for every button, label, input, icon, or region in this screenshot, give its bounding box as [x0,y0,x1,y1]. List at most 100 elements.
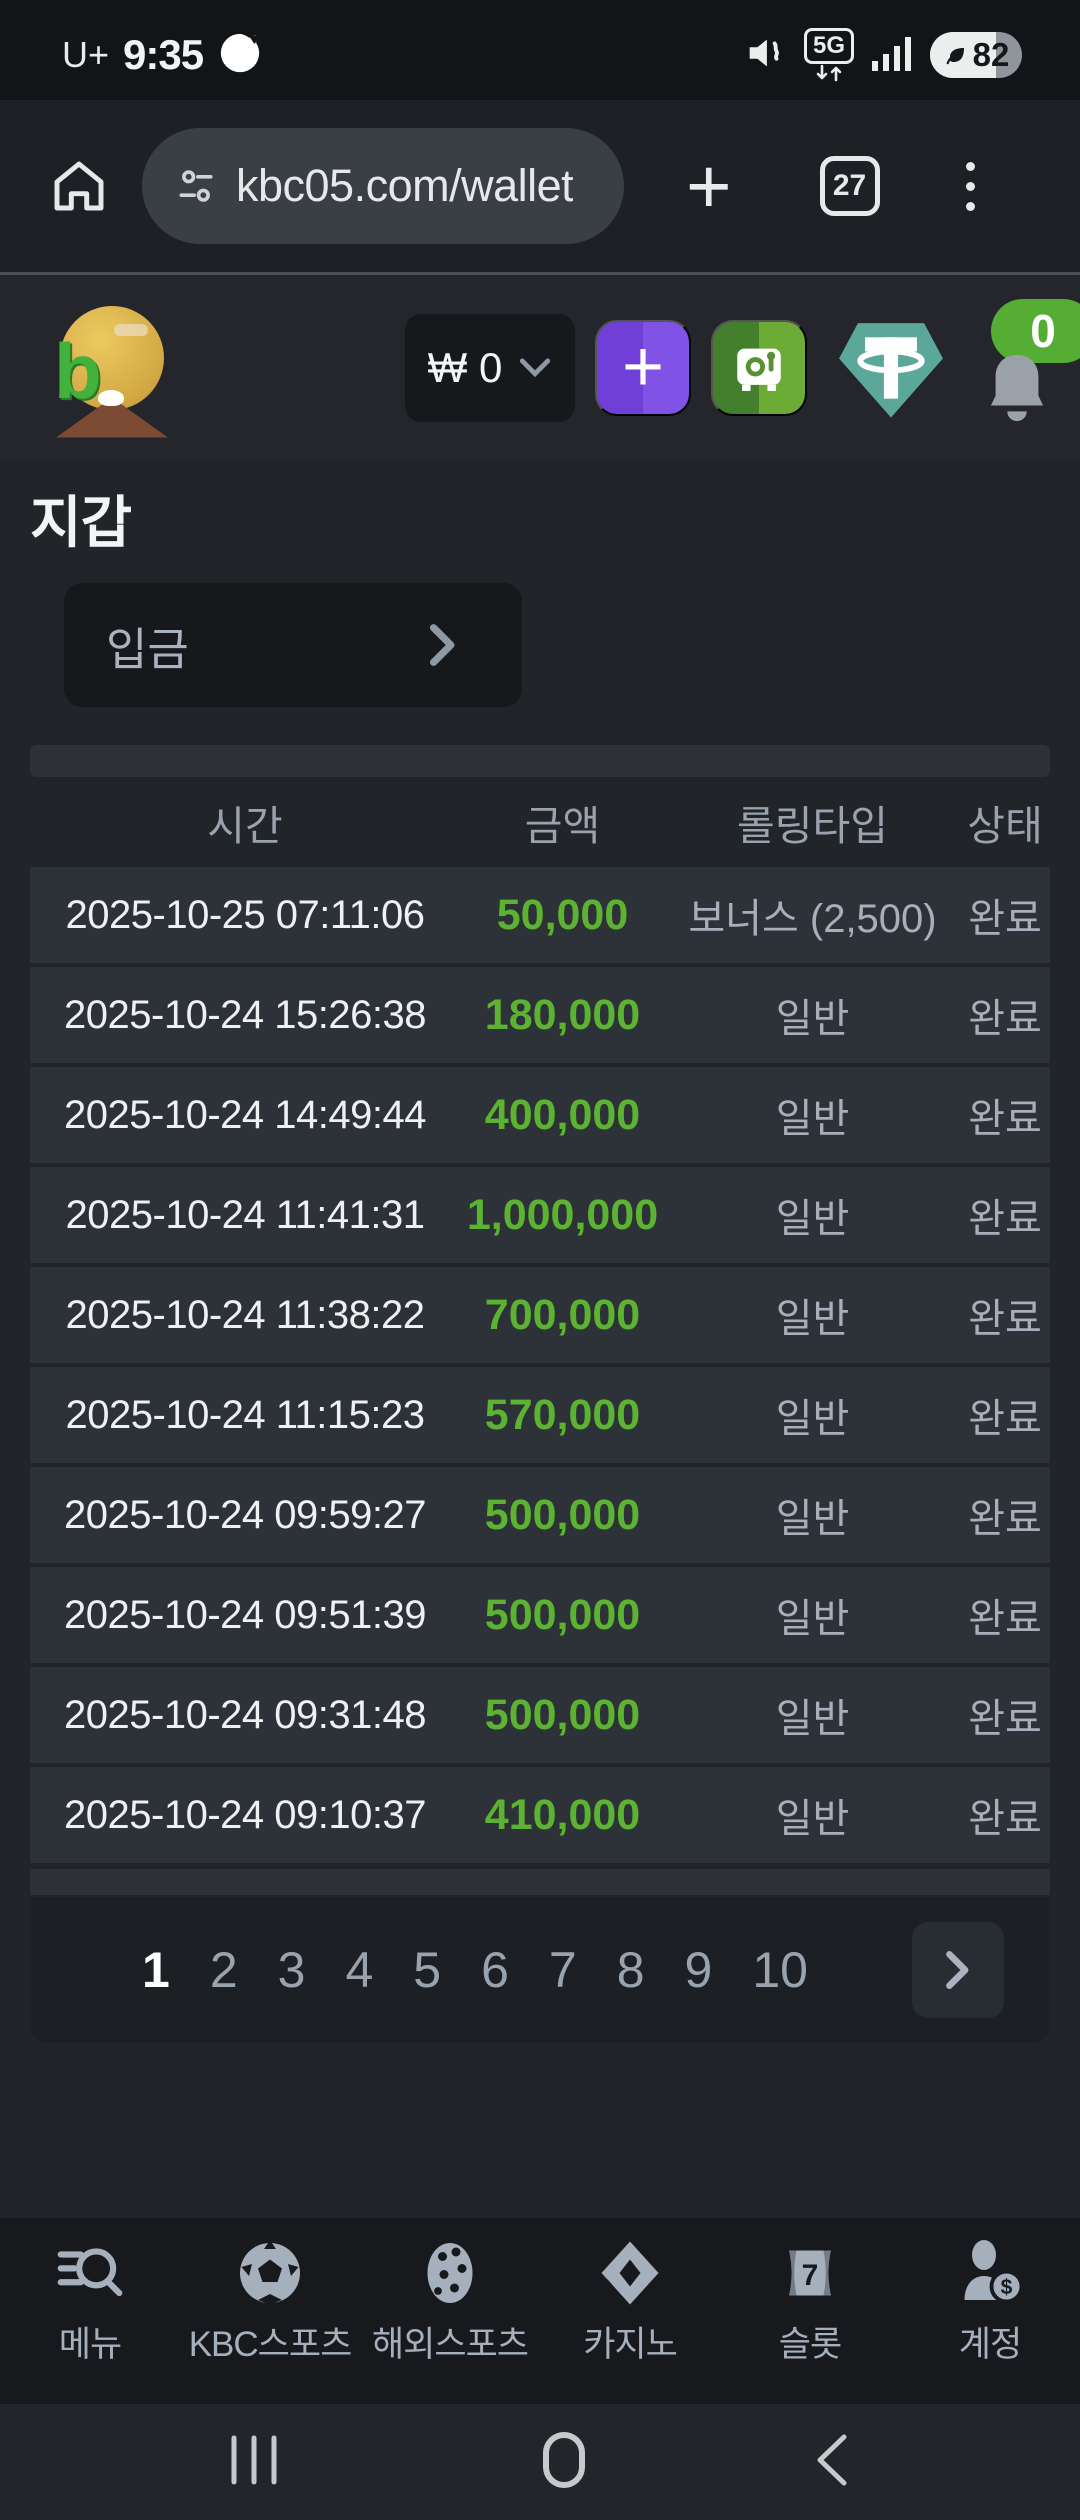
table-row: 2025-10-24 09:51:39 500,000 일반 완료 [30,1567,1050,1663]
page-number-10[interactable]: 10 [752,1942,808,1998]
horizontal-scrollbar[interactable] [30,745,1050,777]
cell-type: 일반 [775,1597,850,1641]
table-footer-strip [30,1869,1050,1895]
cell-status: 완료 [968,1597,1042,1641]
col-header-amount: 금액 [524,803,601,849]
pagination-pages: 1 2 3 4 5 6 7 8 9 10 [142,1941,808,1999]
rabbit-graphic [98,389,124,406]
carrier-label: U+ [62,34,110,75]
cell-time: 2025-10-24 14:49:44 [64,1092,426,1137]
cell-status: 완료 [968,1197,1042,1241]
browser-menu-button[interactable] [965,161,975,211]
cell-amount: 500,000 [484,1590,641,1639]
home-button[interactable] [44,153,114,219]
bell-icon [990,354,1044,421]
table-row: 2025-10-24 15:26:38 180,000 일반 완료 [30,967,1050,1063]
notifications-button[interactable]: 0 [963,293,1080,443]
safe-icon [737,348,781,391]
cell-status: 완료 [968,1297,1042,1341]
cell-amount: 700,000 [484,1290,641,1339]
table-row: 2025-10-24 09:10:37 410,000 일반 완료 [30,1767,1050,1863]
chevron-down-icon [520,358,551,377]
table-header-row: 시간 금액 롤링타입 상태 [30,777,1050,867]
balance-amount: ₩ 0 [427,343,503,391]
site-settings-icon[interactable] [174,164,218,208]
wallet-page: 지갑 입금 시간 금액 롤링타입 상태 2025-10-25 07:11:06 5… [0,460,1080,2043]
page-number-2[interactable]: 2 [209,1942,238,1998]
nav-label: KBC스포츠 [188,2325,353,2364]
recents-button[interactable] [228,2432,280,2493]
nav-label: 메뉴 [58,2325,122,2364]
network-5g-icon: 5G [803,28,854,82]
new-tab-button[interactable]: + [686,142,732,230]
cell-time: 2025-10-24 09:51:39 [64,1592,426,1637]
site-logo[interactable]: b [52,298,172,438]
cell-amount: 570,000 [484,1390,641,1439]
site-header: b ₩ 0 + [0,272,1080,460]
bottom-nav: 메뉴 KBC스포츠 [0,2218,1080,2404]
clock: 9:35 [123,31,204,78]
account-dollar-icon: $ [954,2234,1026,2312]
cell-time: 2025-10-24 11:38:22 [65,1292,425,1337]
next-page-button[interactable] [912,1922,1004,2018]
chevron-right-icon [946,1951,969,1989]
page-number-3[interactable]: 3 [277,1942,306,1998]
vault-button[interactable] [711,319,807,416]
page-number-5[interactable]: 5 [413,1942,442,1998]
cell-type: 일반 [775,1297,850,1341]
page-number-1[interactable]: 1 [142,1942,170,1998]
cell-status: 완료 [968,1797,1042,1841]
nav-label: 슬롯 [778,2325,842,2364]
nav-item-slots[interactable]: 7 슬롯 [720,2218,900,2404]
cell-time: 2025-10-24 09:31:48 [64,1692,426,1737]
col-header-type: 롤링타입 [737,803,888,849]
page-number-4[interactable]: 4 [345,1942,374,1998]
deposit-button[interactable]: 입금 [64,583,522,707]
col-header-time: 시간 [207,803,283,849]
deposit-quick-button[interactable]: + [595,319,691,416]
tether-button[interactable] [831,308,951,428]
cell-status: 완료 [968,1697,1042,1741]
cell-type: 일반 [775,997,850,1041]
home-icon [54,161,104,211]
url-bar[interactable]: kbc05.com/wallet [142,128,624,244]
cell-status: 완료 [968,1397,1042,1441]
page-number-9[interactable]: 9 [684,1942,713,1998]
nav-item-menu[interactable]: 메뉴 [0,2218,180,2404]
slot-reel-icon: 7 [774,2234,846,2312]
table-row: 2025-10-24 11:41:31 1,000,000 일반 완료 [30,1167,1050,1263]
status-bar: U+ 9:35 5G [0,0,1080,100]
table-row: 2025-10-24 11:38:22 700,000 일반 완료 [30,1267,1050,1363]
table-row: 2025-10-24 11:15:23 570,000 일반 완료 [30,1367,1050,1463]
table-row: 2025-10-24 14:49:44 400,000 일반 완료 [30,1067,1050,1163]
cell-amount: 50,000 [496,890,629,939]
cell-status: 완료 [968,1497,1042,1541]
back-button[interactable] [812,2431,852,2494]
balance-dropdown[interactable]: ₩ 0 [405,313,575,422]
nav-item-casino[interactable]: 카지노 [540,2218,720,2404]
page-number-8[interactable]: 8 [616,1942,645,1998]
home-nav-button[interactable] [540,2431,588,2494]
cell-type: 일반 [775,1697,850,1741]
cell-type: 일반 [775,1097,850,1141]
cell-time: 2025-10-25 07:11:06 [65,892,425,937]
ball-icon [414,2234,486,2312]
page-number-7[interactable]: 7 [548,1942,577,1998]
cell-time: 2025-10-24 09:10:37 [64,1792,426,1837]
page-number-6[interactable]: 6 [481,1942,509,1998]
pagination: 1 2 3 4 5 6 7 8 9 10 [30,1897,1050,2043]
cell-amount: 180,000 [484,990,641,1039]
col-header-status: 상태 [967,803,1043,849]
browser-toolbar: kbc05.com/wallet + 27 [0,100,1080,272]
cell-time: 2025-10-24 09:59:27 [64,1492,426,1537]
tab-switcher-button[interactable]: 27 [819,156,880,216]
nav-item-account[interactable]: $ 계정 [900,2218,1080,2404]
soccer-ball-icon [234,2234,306,2312]
signal-strength-icon [870,33,914,78]
slot-seven: 7 [802,2259,819,2292]
nav-item-overseas-sports[interactable]: 해외스포츠 [360,2218,540,2404]
cell-status: 완료 [968,897,1042,941]
cell-type: 일반 [775,1797,850,1841]
nav-item-kbc-sports[interactable]: KBC스포츠 [180,2218,360,2404]
